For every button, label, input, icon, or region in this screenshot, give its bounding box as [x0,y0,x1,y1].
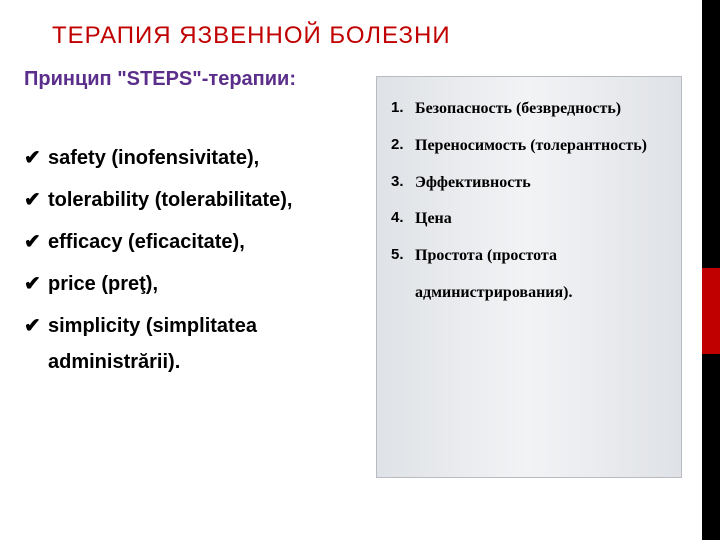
check-icon: ✔ [24,266,48,302]
slide-title: ТЕРАПИЯ ЯЗВЕННОЙ БОЛЕЗНИ [52,22,451,50]
check-icon: ✔ [24,308,48,344]
check-icon: ✔ [24,140,48,176]
list-item-label: Простота (простота администрирования). [415,238,667,312]
number-icon: 2. [391,128,415,163]
list-item: 3. Эффективность [391,165,667,202]
list-item-label: efficacy (eficacitate), [48,224,344,260]
number-icon: 1. [391,91,415,126]
right-list: 1. Безопасность (безвредность) 2. Перено… [391,91,667,312]
check-icon: ✔ [24,182,48,218]
list-item: ✔ simplicity (simplitatea administrării)… [24,308,344,380]
list-item-label: simplicity (simplitatea administrării). [48,308,344,380]
list-item-label: price (preţ), [48,266,344,302]
check-icon: ✔ [24,224,48,260]
list-item: 5. Простота (простота администрирования)… [391,238,667,312]
list-item: ✔ efficacy (eficacitate), [24,224,344,260]
list-item: 2. Переносимость (толерантность) [391,128,667,165]
right-box: 1. Безопасность (безвредность) 2. Перено… [376,76,682,478]
list-item: ✔ safety (inofensivitate), [24,140,344,176]
list-item: 4. Цена [391,201,667,238]
number-icon: 3. [391,165,415,200]
list-item-label: tolerability (tolerabilitate), [48,182,344,218]
number-icon: 4. [391,201,415,236]
edge-red [702,268,720,354]
list-item: 1. Безопасность (безвредность) [391,91,667,128]
slide: ТЕРАПИЯ ЯЗВЕННОЙ БОЛЕЗНИ Принцип "STEPS"… [0,0,720,540]
list-item: ✔ price (preţ), [24,266,344,302]
slide-subtitle: Принцип "STEPS"-терапии: [24,62,344,96]
list-item: ✔ tolerability (tolerabilitate), [24,182,344,218]
left-list: ✔ safety (inofensivitate), ✔ tolerabilit… [24,140,344,386]
list-item-label: Переносимость (толерантность) [415,128,667,165]
number-icon: 5. [391,238,415,273]
list-item-label: Эффективность [415,165,667,202]
list-item-label: Цена [415,201,667,238]
list-item-label: Безопасность (безвредность) [415,91,667,128]
list-item-label: safety (inofensivitate), [48,140,344,176]
